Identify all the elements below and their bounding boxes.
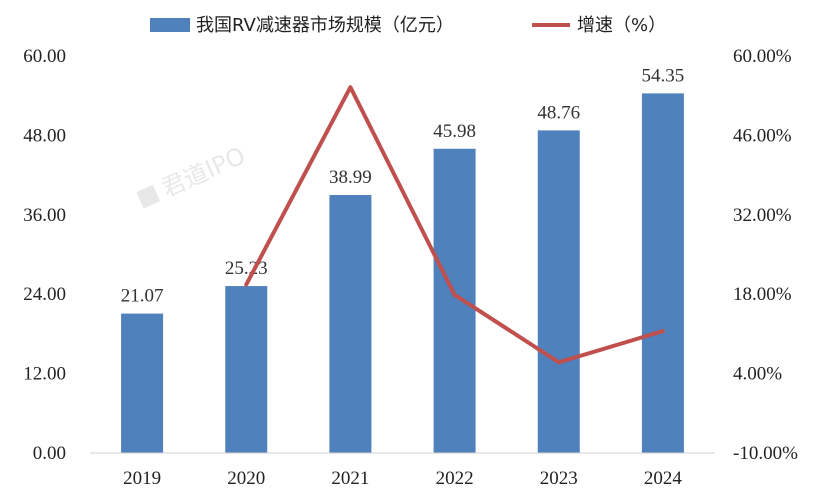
right-axis-tick-label: -10.00%	[733, 443, 798, 464]
left-axis-tick-label: 48.00	[23, 125, 66, 146]
right-axis-tick-label: 4.00%	[733, 364, 782, 385]
bar-2023	[537, 130, 580, 453]
right-axis-tick-label: 18.00%	[733, 284, 792, 305]
growth-line	[244, 85, 665, 365]
right-axis-tick-label: 32.00%	[733, 205, 792, 226]
bar-labels: 21.07 25.23 38.99 45.98 48.76 54.35	[121, 65, 685, 306]
legend: 我国RV减速器市场规模（亿元） 增速（%）	[150, 15, 666, 36]
left-axis-tick-label: 60.00	[23, 46, 66, 67]
legend-line-label: 增速（%）	[577, 15, 666, 36]
x-axis-tick-label: 2019	[123, 468, 161, 489]
bar-data-label: 45.98	[433, 121, 476, 142]
bar-2021	[329, 195, 372, 453]
right-axis: -10.00% 4.00% 18.00% 32.00% 46.00% 60.00%	[733, 46, 798, 464]
x-axis-tick-label: 2023	[540, 468, 578, 489]
watermark: 君道IPO	[136, 141, 249, 209]
right-axis-tick-label: 46.00%	[733, 125, 792, 146]
legend-bar-label: 我国RV减速器市场规模（亿元）	[196, 15, 454, 36]
left-axis-tick-label: 24.00	[23, 284, 66, 305]
bar-data-label: 38.99	[329, 167, 372, 188]
bar-2024	[641, 93, 684, 454]
bar-data-label: 54.35	[642, 65, 685, 86]
growth-line-path	[244, 85, 665, 365]
bar-data-label: 48.76	[537, 102, 580, 123]
legend-bar-swatch	[150, 18, 190, 32]
left-axis-tick-label: 36.00	[23, 205, 66, 226]
bar-data-label: 21.07	[121, 286, 164, 307]
left-axis-tick-label: 0.00	[33, 443, 66, 464]
x-axis-tick-label: 2022	[436, 468, 474, 489]
bar-2019	[121, 313, 164, 453]
bar-2020	[225, 286, 268, 453]
watermark-text: 君道IPO	[157, 141, 249, 203]
bar-data-label: 25.23	[225, 258, 268, 279]
x-axis-tick-label: 2020	[227, 468, 265, 489]
x-axis-tick-label: 2021	[331, 468, 369, 489]
bars	[121, 93, 684, 454]
left-axis: 0.00 12.00 24.00 36.00 48.00 60.00	[23, 46, 66, 464]
left-axis-tick-label: 12.00	[23, 364, 66, 385]
right-axis-tick-label: 60.00%	[733, 46, 792, 67]
x-axis-tick-label: 2024	[644, 468, 683, 489]
x-axis: 2019 2020 2021 2022 2023 2024	[123, 468, 682, 489]
bar-2022	[433, 148, 476, 453]
